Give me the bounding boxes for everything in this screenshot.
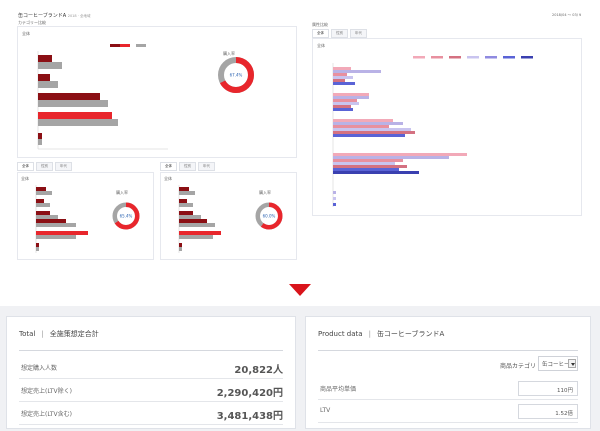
bar-group-5 bbox=[333, 191, 336, 206]
legend-swatch-c bbox=[136, 44, 146, 47]
tab-sub1-0[interactable]: 全体 bbox=[17, 162, 34, 171]
product-row-value: 1.52倍 bbox=[555, 410, 573, 417]
category-label: 商品カテゴリ bbox=[499, 363, 536, 370]
tab-sub2-2[interactable]: 年代 bbox=[198, 162, 215, 171]
total-row-value: 20,822人 bbox=[234, 365, 283, 376]
legend-swatch bbox=[503, 56, 515, 59]
down-arrow-icon bbox=[289, 284, 311, 296]
product-row-value: 110円 bbox=[557, 387, 573, 394]
sub1-chart-panel: 全体 購入率 65.4% bbox=[17, 172, 154, 260]
right-panel-tabs: 全体 性別 年代 bbox=[312, 29, 367, 38]
product-card-title: Product data bbox=[318, 330, 363, 338]
sub1-bar-chart bbox=[35, 185, 88, 253]
product-row-label: LTV bbox=[320, 407, 331, 414]
total-row: 想定売上(LTV含む) 3,481,438円 bbox=[19, 403, 283, 425]
tab-right-2[interactable]: 年代 bbox=[350, 29, 367, 38]
product-card-header: Product data | 缶コーヒーブランドA bbox=[318, 330, 445, 338]
product-card: Product data | 缶コーヒーブランドA 商品カテゴリ 缶コーヒー 商品平… bbox=[305, 316, 591, 429]
total-row-value: 2,290,420円 bbox=[216, 388, 283, 399]
sub2-chart-panel: 全体 購入率 60.0% bbox=[160, 172, 297, 260]
donut-main-pct: 67.4% bbox=[229, 72, 243, 78]
total-row-label: 想定購入人数 bbox=[21, 365, 58, 372]
donut-value-arc bbox=[218, 57, 254, 93]
date-range: 2018/04 〜 03/ ¥ bbox=[552, 13, 582, 17]
summary-area: Total | 全施策想定合計 想定購入人数 20,822人 想定売上(LTV除く)… bbox=[0, 306, 600, 431]
legend-swatch bbox=[449, 56, 461, 59]
total-row-label: 想定売上(LTV除く) bbox=[21, 388, 72, 395]
left-heading: カテゴリー比較 bbox=[18, 20, 46, 25]
legend-swatch-b bbox=[120, 44, 130, 47]
divider bbox=[19, 350, 283, 351]
total-row: 想定購入人数 20,822人 bbox=[19, 357, 283, 379]
total-row-label: 想定売上(LTV含む) bbox=[21, 411, 72, 418]
tab-sub1-2[interactable]: 年代 bbox=[55, 162, 72, 171]
bar bbox=[38, 93, 100, 100]
donut-sub1-pct: 65.4% bbox=[119, 213, 133, 219]
legend-swatch bbox=[467, 56, 479, 59]
total-card: Total | 全施策想定合計 想定購入人数 20,822人 想定売上(LTV除く)… bbox=[6, 316, 296, 429]
sub1-panel-label: 全体 bbox=[21, 176, 29, 181]
bar bbox=[38, 55, 52, 62]
tab-right-1[interactable]: 性別 bbox=[331, 29, 348, 38]
category-select[interactable]: 缶コーヒー bbox=[538, 356, 578, 371]
dashboard-title: 缶コーヒーブランドA 2018 · 全地域 bbox=[18, 13, 91, 19]
bar bbox=[38, 119, 118, 126]
dashboard-preview: 缶コーヒーブランドA 2018 · 全地域 カテゴリー比較 2018/04 〜 … bbox=[17, 13, 582, 260]
legend-swatch bbox=[431, 56, 443, 59]
tab-sub2-0[interactable]: 全体 bbox=[160, 162, 177, 171]
legend-swatch bbox=[521, 56, 533, 59]
main-chart-panel: 全体 購入率 67.4% bbox=[17, 26, 297, 158]
legend-swatch-a bbox=[110, 44, 120, 47]
main-donut-chart bbox=[218, 57, 254, 93]
tab-right-0[interactable]: 全体 bbox=[312, 29, 329, 38]
bar bbox=[38, 81, 58, 88]
product-card-subtitle: 缶コーヒーブランドA bbox=[376, 330, 445, 338]
right-bar-chart bbox=[332, 56, 533, 207]
legend-swatch bbox=[413, 56, 425, 59]
sub2-bar-chart bbox=[178, 185, 221, 253]
bar bbox=[38, 74, 50, 81]
total-card-header: Total | 全施策想定合計 bbox=[19, 330, 99, 338]
bar bbox=[38, 133, 42, 139]
product-row-value-box: 110円 bbox=[518, 381, 578, 396]
sub1-tabs: 全体 性別 年代 bbox=[17, 162, 72, 171]
total-card-title: Total bbox=[19, 330, 36, 338]
sub1-donut-label: 購入率 bbox=[116, 190, 128, 195]
bar-group-4 bbox=[333, 153, 467, 174]
sub2-donut-label: 購入率 bbox=[259, 190, 271, 195]
bar-group-3 bbox=[333, 119, 415, 137]
right-panel-label: 全体 bbox=[317, 43, 325, 48]
bar-group-1 bbox=[333, 67, 381, 85]
divider bbox=[318, 350, 578, 351]
donut-sub2-pct: 60.0% bbox=[262, 213, 276, 219]
legend-swatch bbox=[485, 56, 497, 59]
chevron-down-icon[interactable] bbox=[568, 359, 576, 368]
total-card-subtitle: 全施策想定合計 bbox=[49, 330, 99, 338]
right-panel-title: 属性比較 bbox=[312, 22, 328, 27]
right-chart-panel: 全体 bbox=[312, 38, 582, 216]
sub2-donut-chart bbox=[255, 202, 283, 230]
sub2-panel-label: 全体 bbox=[164, 176, 172, 181]
sub1-donut-chart bbox=[112, 202, 140, 230]
bar bbox=[38, 62, 62, 69]
product-row: LTV 1.52倍 bbox=[318, 401, 578, 423]
total-row: 想定売上(LTV除く) 2,290,420円 bbox=[19, 380, 283, 402]
donut-label: 購入率 bbox=[223, 51, 235, 56]
category-select-value: 缶コーヒー bbox=[542, 362, 570, 368]
bar bbox=[38, 100, 108, 107]
product-row-label: 商品平均単価 bbox=[320, 386, 357, 393]
product-row: 商品平均単価 110円 bbox=[318, 378, 578, 400]
tab-sub2-1[interactable]: 性別 bbox=[179, 162, 196, 171]
tab-sub1-1[interactable]: 性別 bbox=[36, 162, 53, 171]
bar bbox=[38, 112, 112, 119]
sub2-tabs: 全体 性別 年代 bbox=[160, 162, 215, 171]
main-panel-label: 全体 bbox=[22, 31, 30, 36]
product-row-value-box: 1.52倍 bbox=[518, 404, 578, 419]
main-bar-chart bbox=[37, 44, 168, 150]
total-row-value: 3,481,438円 bbox=[216, 411, 283, 422]
bar-group-2 bbox=[333, 93, 369, 111]
bar bbox=[38, 139, 42, 145]
